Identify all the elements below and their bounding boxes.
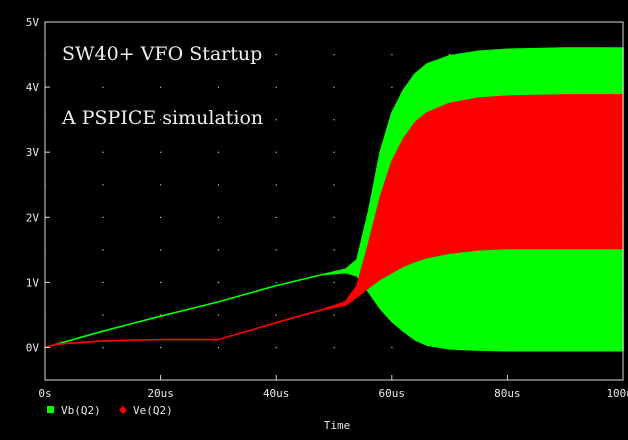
legend-marker-diamond bbox=[119, 406, 127, 414]
grid-dot bbox=[275, 184, 277, 186]
grid-dot bbox=[217, 314, 220, 316]
grid-dot bbox=[102, 346, 104, 349]
y-tick-label: 2V bbox=[26, 211, 40, 224]
grid-dot bbox=[160, 249, 162, 251]
grid-dot bbox=[160, 119, 162, 121]
grid-dot bbox=[391, 346, 393, 349]
grid-dot bbox=[333, 249, 335, 251]
y-tick-label: 3V bbox=[26, 146, 40, 159]
grid-dot bbox=[160, 281, 162, 284]
legend-marker-square bbox=[47, 406, 54, 413]
grid-dot bbox=[275, 281, 277, 284]
legend-label-series-1: Vb(Q2) bbox=[61, 404, 101, 417]
grid-dot bbox=[160, 54, 162, 56]
grid-dot bbox=[217, 249, 220, 251]
grid-dot bbox=[333, 86, 335, 88]
grid-dot bbox=[102, 119, 104, 121]
grid-dot bbox=[275, 54, 277, 56]
y-tick-label: 4V bbox=[26, 81, 40, 94]
x-tick-label: 80us bbox=[494, 387, 521, 400]
grid-dot bbox=[275, 314, 277, 316]
grid-dot bbox=[391, 86, 393, 88]
grid-dot bbox=[160, 314, 162, 316]
grid-dot bbox=[217, 86, 220, 88]
grid-dot bbox=[102, 249, 104, 251]
grid-dot bbox=[333, 314, 335, 316]
grid-dot bbox=[275, 151, 277, 153]
grid-dot bbox=[102, 216, 104, 218]
grid-dot bbox=[160, 346, 162, 349]
grid-dot bbox=[333, 119, 335, 121]
grid-dot bbox=[449, 54, 451, 56]
chart-title: SW40+ VFO Startup bbox=[62, 43, 262, 65]
grid-dot bbox=[391, 54, 393, 56]
grid-dot bbox=[275, 249, 277, 251]
grid-dot bbox=[217, 151, 220, 153]
grid-dot bbox=[275, 216, 277, 218]
y-tick-label: 1V bbox=[26, 276, 40, 289]
x-axis-label: Time bbox=[324, 419, 351, 432]
legend-label-series-2: Ve(Q2) bbox=[133, 404, 173, 417]
grid-dot bbox=[102, 151, 104, 153]
grid-dot bbox=[160, 86, 162, 88]
grid-dot bbox=[275, 346, 277, 349]
grid-dot bbox=[217, 346, 220, 349]
series-layer bbox=[44, 47, 624, 352]
grid-dot bbox=[275, 119, 277, 121]
y-tick-label: 5V bbox=[26, 16, 40, 29]
grid-dot bbox=[102, 184, 104, 186]
grid-dot bbox=[333, 151, 335, 153]
grid-dot bbox=[333, 216, 335, 218]
grid-dot bbox=[160, 151, 162, 153]
chart-subtitle: A PSPICE simulation bbox=[61, 107, 263, 129]
grid-dot bbox=[102, 314, 104, 316]
x-tick-label: 0s bbox=[38, 387, 51, 400]
grid-dot bbox=[102, 54, 104, 56]
x-tick-label: 40us bbox=[263, 387, 290, 400]
tick-layer: 0s 20us 40us 60us 80us 100us 0V 1V 2V 3V 4V 5V bbox=[26, 16, 628, 400]
grid-dot bbox=[217, 216, 220, 218]
grid-dot bbox=[217, 184, 220, 186]
grid-dot bbox=[102, 281, 104, 284]
grid-dot bbox=[333, 184, 335, 186]
plot-frame bbox=[44, 21, 624, 381]
grid-dot bbox=[102, 86, 104, 88]
grid-dot bbox=[217, 119, 220, 121]
grid-dot bbox=[333, 54, 335, 56]
grid-dot bbox=[217, 54, 220, 56]
grid-dot bbox=[275, 86, 277, 88]
grid-dot bbox=[160, 184, 162, 186]
legend: Vb(Q2) Ve(Q2) bbox=[47, 404, 173, 417]
grid-dot bbox=[333, 346, 335, 349]
grid-dot bbox=[160, 216, 162, 218]
plot-border bbox=[44, 21, 624, 381]
grid-dot bbox=[333, 281, 335, 284]
grid-dot bbox=[217, 281, 220, 284]
x-tick-label: 20us bbox=[147, 387, 174, 400]
x-tick-label: 100us bbox=[606, 387, 628, 400]
y-tick-label: 0V bbox=[26, 341, 40, 354]
x-tick-label: 60us bbox=[379, 387, 406, 400]
